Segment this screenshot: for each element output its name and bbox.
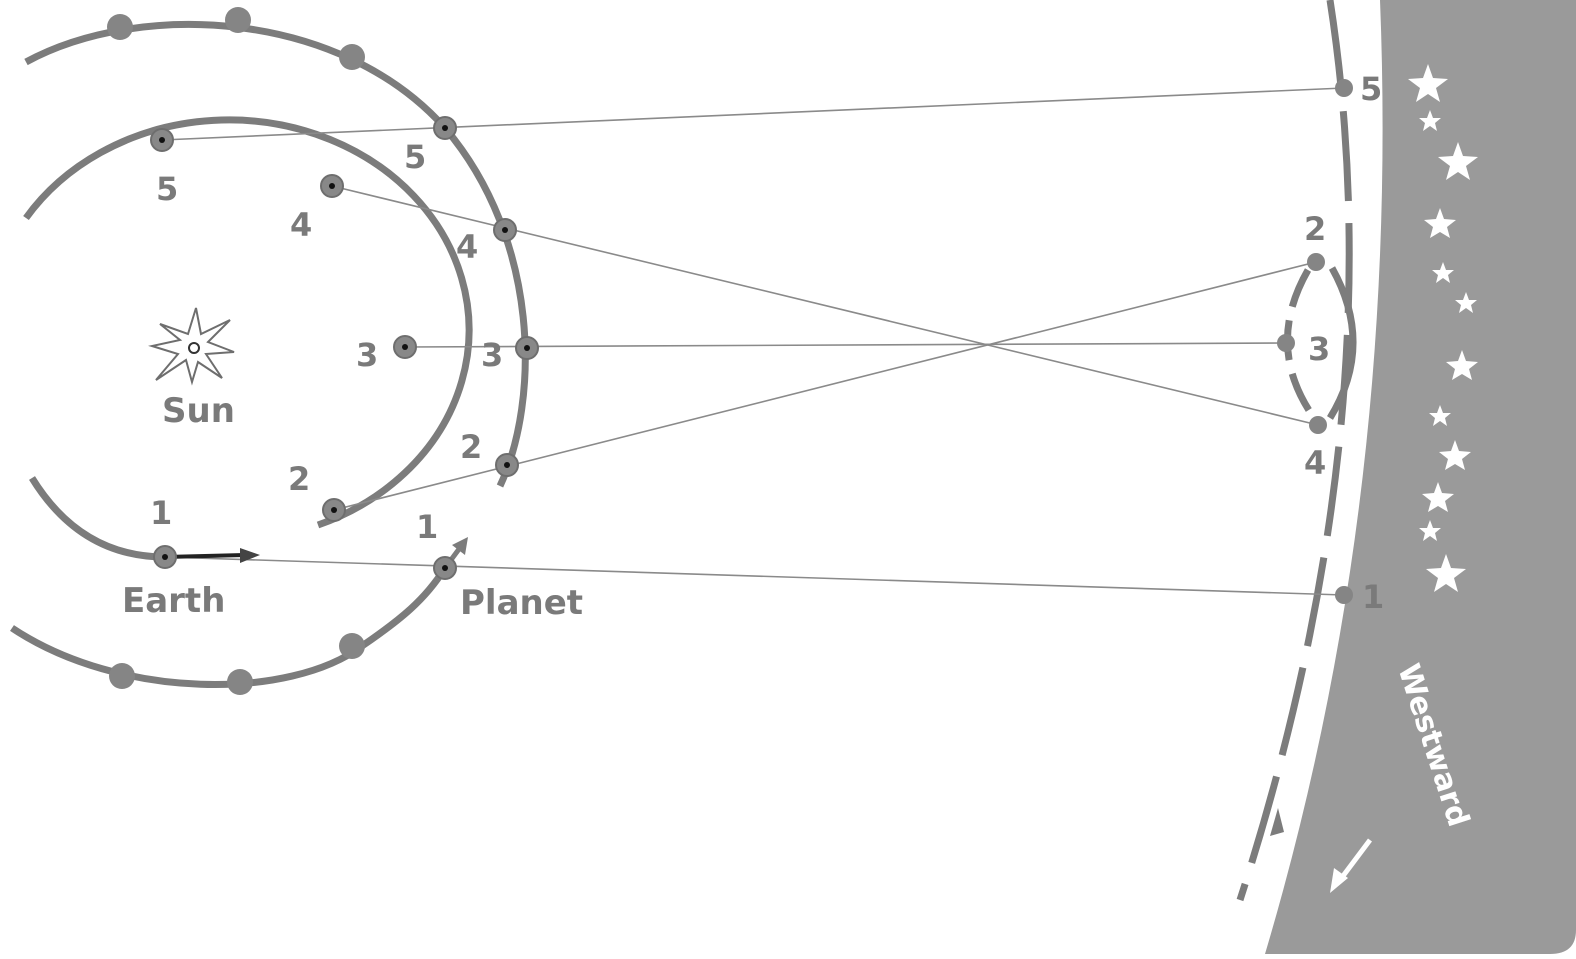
sight-line-4 (331, 185, 1319, 426)
earth-position-4-core (329, 183, 335, 189)
earth-position-3-core (402, 344, 408, 350)
sky-position-label-4: 4 (1304, 444, 1326, 482)
sight-line-2 (333, 261, 1317, 511)
sky-track-arrow-icon (1270, 808, 1284, 836)
earth-position-1-core (162, 554, 168, 560)
planet-position-1-core (442, 565, 448, 571)
orbit-marker (339, 44, 365, 70)
earth-orbit (23, 116, 473, 529)
sight-line-3 (404, 342, 1287, 348)
earth-position-2-core (331, 507, 337, 513)
sky-position-1 (1335, 586, 1353, 604)
sight-line-5 (161, 87, 1345, 141)
sky-loop-outer (1327, 266, 1357, 420)
sky-position-label-2: 2 (1304, 210, 1326, 248)
star-icon (1419, 110, 1441, 131)
planet-position-label-5: 5 (404, 138, 426, 176)
star-band (1265, 0, 1576, 954)
earth-orbit-lower (29, 476, 164, 561)
orbit-marker (225, 7, 251, 33)
orbit-dots (107, 7, 365, 695)
sky-position-label-3: 3 (1308, 330, 1330, 368)
sky-positions (1277, 79, 1353, 604)
sight-line-1 (164, 556, 1345, 596)
sky-position-4 (1309, 416, 1327, 434)
planet-position-label-1: 1 (416, 508, 438, 546)
planet-position-5-core (442, 125, 448, 131)
earth-position-label-2: 2 (288, 460, 310, 498)
background-stars (1408, 64, 1478, 592)
sky-position-5 (1335, 79, 1353, 97)
earth-motion-arrow-icon (164, 548, 260, 563)
star-icon (1439, 440, 1471, 470)
sky-position-2 (1307, 253, 1325, 271)
planet-positions (433, 116, 539, 580)
orbit-marker (109, 663, 135, 689)
star-icon (1422, 482, 1454, 512)
planet-position-label-4: 4 (456, 228, 478, 266)
earth-position-label-4: 4 (290, 206, 312, 244)
sky-track-outer (1236, 0, 1353, 902)
planet-position-label-3: 3 (481, 336, 503, 374)
earth-label: Earth (122, 581, 225, 621)
planet-position-3-core (524, 345, 530, 351)
star-icon (1426, 554, 1466, 592)
westward-arrow-icon (1330, 838, 1372, 893)
star-icon (1432, 262, 1454, 283)
star-icon (1408, 64, 1448, 102)
star-icon (1424, 208, 1456, 238)
planet-position-4-core (502, 227, 508, 233)
planet-orbit-lower (10, 566, 448, 688)
orbit-marker (227, 669, 253, 695)
sky-position-label-1: 1 (1362, 578, 1384, 616)
star-icon (1438, 142, 1478, 180)
sun-label: Sun (162, 391, 235, 431)
star-icon (1419, 520, 1441, 541)
sky-position-label-5: 5 (1360, 70, 1382, 108)
earth-position-label-3: 3 (356, 336, 378, 374)
orbit-marker (107, 14, 133, 40)
star-icon (1446, 350, 1478, 380)
sky-position-3 (1277, 334, 1295, 352)
orbit-marker (339, 633, 365, 659)
earth-position-5-core (159, 137, 165, 143)
planet-position-label-2: 2 (460, 428, 482, 466)
earth-positions (150, 128, 417, 569)
planet-position-2-core (504, 462, 510, 468)
star-icon (1455, 292, 1477, 313)
star-icon (1429, 405, 1451, 426)
planet-label: Planet (460, 583, 583, 623)
earth-position-label-5: 5 (156, 170, 178, 208)
sun-icon (148, 307, 235, 386)
earth-position-label-1: 1 (150, 494, 172, 532)
